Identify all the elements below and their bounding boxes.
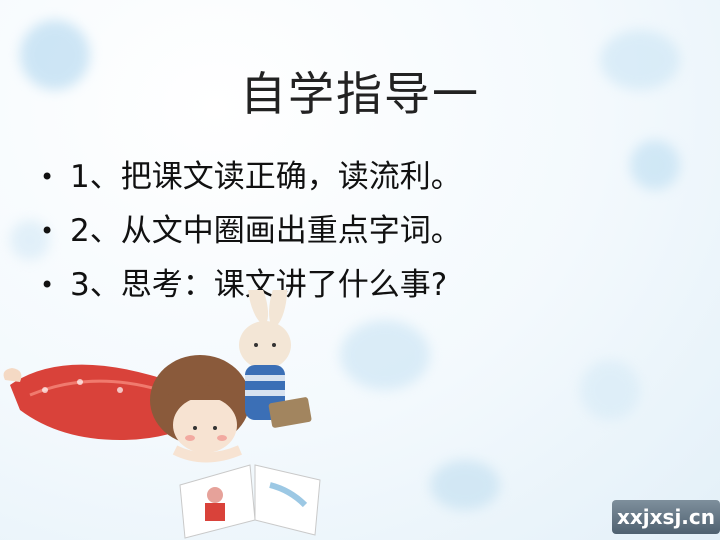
girl-body-icon <box>3 364 200 440</box>
open-book-icon <box>179 464 321 539</box>
bullet-text: 1、把课文读正确，读流利。 <box>70 159 462 195</box>
bullet-text: 2、从文中圈画出重点字词。 <box>70 213 462 249</box>
background-snowflake <box>630 140 680 190</box>
background-snowflake <box>340 320 430 390</box>
bullet-list: • 1、把课文读正确，读流利。 • 2、从文中圈画出重点字词。 • 3、思考：课文讲了… <box>40 150 462 312</box>
bullet-marker: • <box>40 163 55 191</box>
background-snowflake <box>20 20 90 90</box>
bullet-item: • 2、从文中圈画出重点字词。 <box>40 204 462 258</box>
background-snowflake <box>580 360 640 420</box>
bullet-marker: • <box>40 271 55 299</box>
girl-head-icon <box>150 355 250 463</box>
watermark-logo: xxjxsj.cn <box>612 500 720 534</box>
slide-title: 自学指导一 <box>240 67 480 121</box>
background-snowflake <box>10 220 50 260</box>
background-snowflake <box>600 30 680 90</box>
bullet-marker: • <box>40 217 55 245</box>
girl-reading-illustration <box>3 290 321 539</box>
rabbit-icon <box>239 290 312 428</box>
bullet-item: • 1、把课文读正确，读流利。 <box>40 150 462 204</box>
background-snowflake <box>430 460 500 510</box>
